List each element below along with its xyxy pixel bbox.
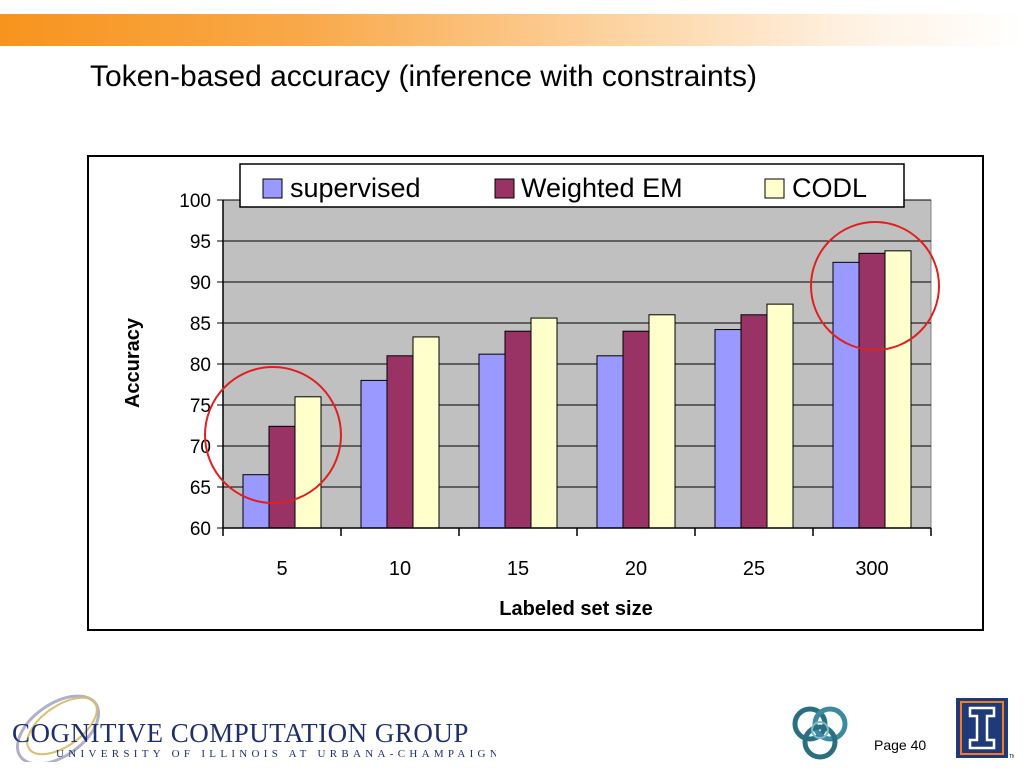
bar-codl <box>766 303 794 529</box>
x-axis-title: Labeled set size <box>499 598 652 620</box>
legend-swatch-weighted-em <box>494 178 515 199</box>
bar-weighted-em <box>858 252 886 529</box>
page-number: Page 40 <box>874 737 927 753</box>
svg-text:TM: TM <box>1009 754 1014 760</box>
bar-series <box>242 250 912 529</box>
legend-swatch-codl <box>764 178 785 199</box>
bar-weighted-em <box>622 330 650 529</box>
bar-supervised <box>360 379 388 529</box>
y-tick-label: 60 <box>190 519 211 540</box>
x-tick-label: 300 <box>855 558 888 580</box>
bar-supervised <box>596 355 624 529</box>
bar-supervised <box>832 261 860 529</box>
bar-codl <box>884 250 912 529</box>
x-tick-label: 10 <box>389 558 411 580</box>
x-tick-label: 20 <box>625 558 647 580</box>
bar-codl <box>412 336 440 529</box>
bar-weighted-em <box>386 355 414 529</box>
legend: supervised Weighted EM CODL <box>239 163 905 208</box>
highlight-circle-5 <box>204 366 342 504</box>
x-tick-label: 15 <box>507 558 529 580</box>
bar-codl <box>294 396 322 529</box>
logo-sub-text: UNIVERSITY OF ILLINOIS AT URBANA-CHAMPAI… <box>56 748 496 760</box>
legend-swatch-supervised <box>262 178 283 199</box>
bar-weighted-em <box>740 314 768 529</box>
legend-label-codl: CODL <box>792 173 867 203</box>
bar-supervised <box>478 353 506 529</box>
y-tick-label: 75 <box>190 396 211 417</box>
header-accent-bar <box>0 14 1024 46</box>
slide-title: Token-based accuracy (inference with con… <box>90 60 757 93</box>
legend-label-supervised: supervised <box>290 173 421 203</box>
legend-box <box>239 163 905 208</box>
x-tick-label: 25 <box>743 558 765 580</box>
x-tick-label: 5 <box>276 558 287 580</box>
university-block-i-logo: TM <box>956 698 1014 760</box>
x-tick-labels: 5 10 15 20 25 300 <box>276 558 888 580</box>
y-tick-label: 80 <box>190 355 211 376</box>
bar-codl <box>530 317 558 529</box>
y-axis-title: Accuracy <box>122 317 144 408</box>
cognitive-computation-group-logo: COGNITIVE COMPUTATION GROUP UNIVERSITY O… <box>12 694 496 762</box>
y-tick-label: 65 <box>190 478 211 499</box>
y-tick-label: 95 <box>190 232 211 253</box>
bar-supervised <box>714 329 742 529</box>
bar-codl <box>648 314 676 529</box>
y-tick-label: 100 <box>179 191 211 212</box>
y-tick-label: 90 <box>190 273 211 294</box>
bar-weighted-em <box>504 330 532 529</box>
y-tick-label: 85 <box>190 314 211 335</box>
highlight-circle-300 <box>810 221 940 351</box>
logo-main-text: COGNITIVE COMPUTATION GROUP <box>12 718 469 748</box>
bar-weighted-em <box>268 425 296 529</box>
celtic-knot-icon <box>792 706 848 760</box>
legend-label-weighted-em: Weighted EM <box>521 173 683 203</box>
